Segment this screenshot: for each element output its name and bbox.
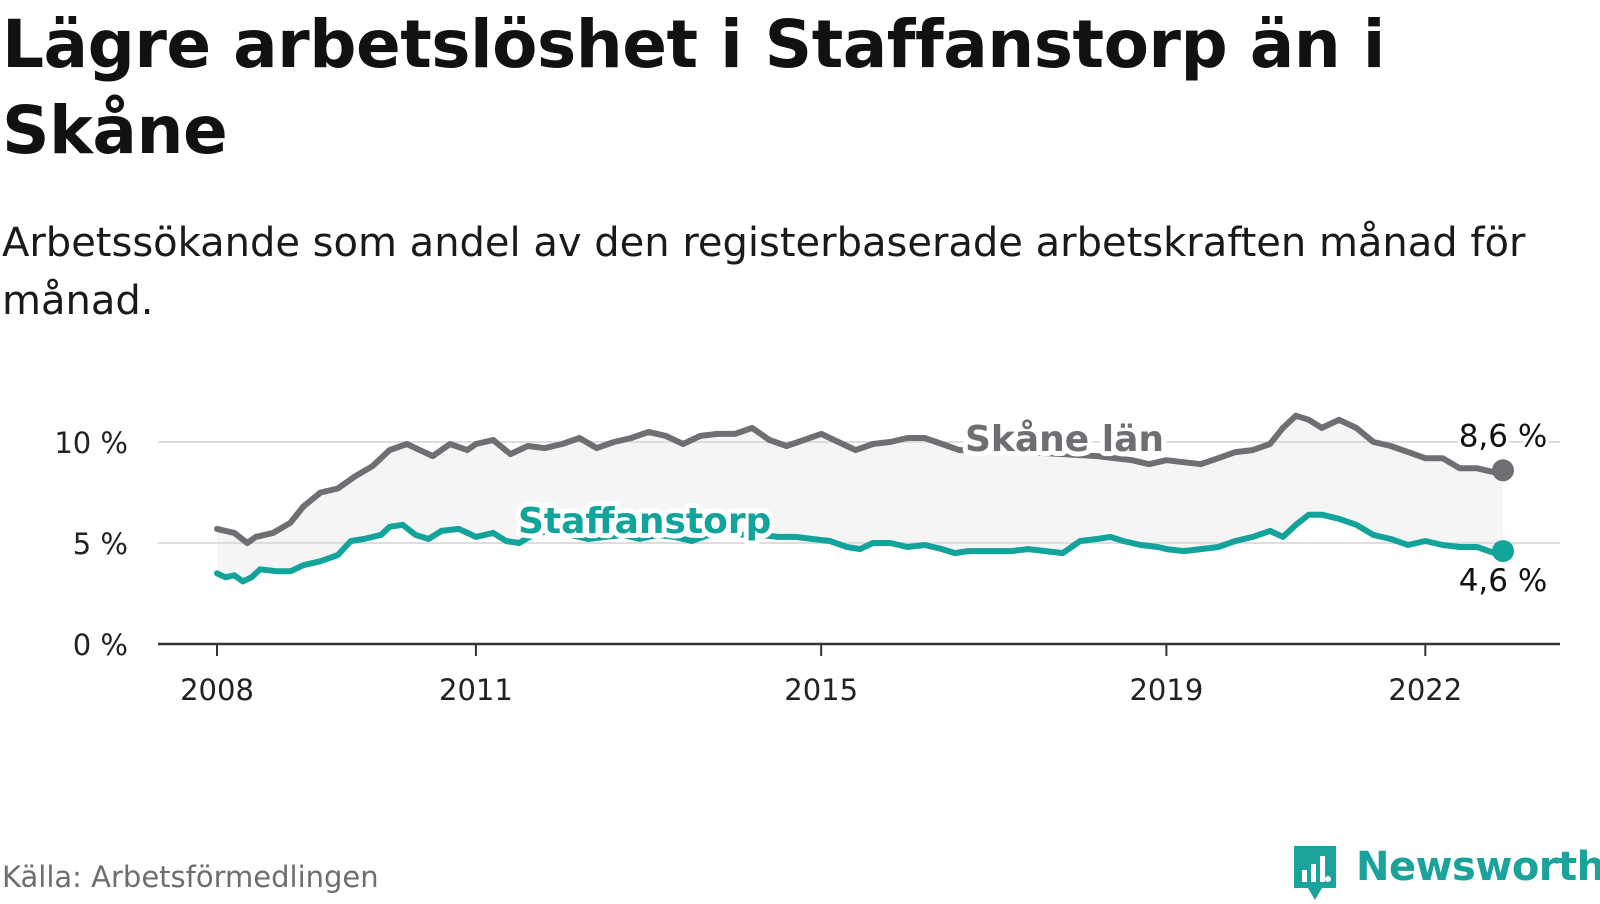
y-tick-label: 0 % <box>73 628 128 662</box>
series-labels: Skåne län Staffanstorp <box>513 414 1169 547</box>
chart-subtitle: Arbetssökande som andel av den registerb… <box>2 220 1526 324</box>
difference-band <box>217 415 1503 582</box>
line-chart: 0 % 5 % 10 % 2008 2011 2015 2019 2022 Skåne lä… <box>54 412 1560 707</box>
x-tick-label: 2015 <box>784 673 858 707</box>
series-label-staffanstorp: Staffanstorp <box>518 501 771 542</box>
series-label-skane: Skåne län <box>965 419 1164 460</box>
end-marker-staffanstorp <box>1492 540 1514 563</box>
x-tick-label: 2022 <box>1388 673 1462 707</box>
x-tick-label: 2011 <box>439 673 513 707</box>
newsworthy-logo: Newsworthy <box>1290 840 1600 900</box>
series-line-skane <box>214 412 1506 546</box>
series-lines <box>214 412 1506 585</box>
end-value-label-skane: 8,6 % <box>1459 418 1548 454</box>
bar-chart-speech-bubble-icon <box>1294 846 1336 900</box>
x-tick-label: 2008 <box>180 673 254 707</box>
band-area <box>217 415 1503 582</box>
end-markers: 8,6 % 4,6 % <box>1456 415 1551 602</box>
x-tick-label: 2019 <box>1129 673 1203 707</box>
source-note: Källa: Arbetsförmedlingen <box>2 860 379 894</box>
y-axis-tick-labels: 0 % 5 % 10 % <box>54 426 128 662</box>
brand-name: Newsworthy <box>1356 844 1600 890</box>
end-marker-skane <box>1492 459 1514 482</box>
chart-title: Lägre arbetslöshet i Staffanstorp än i S… <box>2 6 1385 169</box>
x-axis-tick-labels: 2008 2011 2015 2019 2022 <box>180 673 1462 707</box>
x-axis <box>158 642 1560 656</box>
y-tick-label: 10 % <box>54 426 128 460</box>
y-tick-label: 5 % <box>73 527 128 561</box>
end-value-label-staffanstorp: 4,6 % <box>1459 563 1548 599</box>
series-line-staffanstorp <box>214 511 1506 585</box>
y-gridlines <box>158 441 1560 544</box>
